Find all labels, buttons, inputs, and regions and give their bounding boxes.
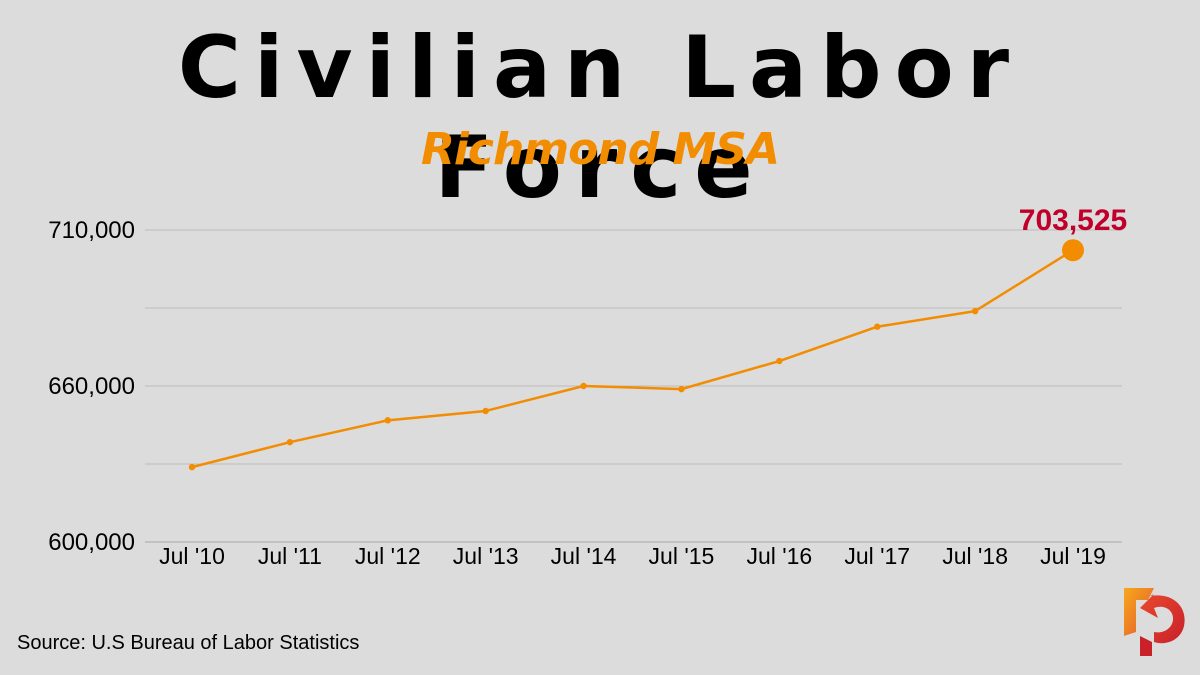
callout-label: 703,525 (1019, 204, 1127, 237)
data-point (384, 417, 391, 424)
chart-title: Civilian Labor Force (177, 18, 1023, 218)
data-point (874, 323, 881, 330)
y-tick-label: 660,000 (48, 373, 135, 400)
data-point (971, 307, 979, 315)
x-tick-label: Jul '17 (844, 543, 910, 569)
x-tick-label: Jul '19 (1040, 543, 1106, 569)
x-tick-label: Jul '15 (649, 543, 715, 569)
series-line (191, 249, 1074, 469)
brand-logo-icon (1124, 588, 1185, 656)
data-point (188, 463, 196, 471)
x-tick-label: Jul '16 (746, 543, 812, 569)
y-tick-label: 710,000 (48, 217, 135, 244)
data-point (580, 382, 587, 390)
x-tick-label: Jul '14 (551, 543, 617, 569)
x-tick-label: Jul '11 (258, 543, 322, 569)
source-note: Source: U.S Bureau of Labor Statistics (17, 632, 360, 654)
chart-subtitle: Richmond MSA (420, 124, 780, 175)
x-tick-label: Jul '18 (942, 543, 1008, 569)
x-tick-label: Jul '13 (453, 543, 519, 569)
highlight-point (1062, 239, 1084, 262)
x-tick-label: Jul '10 (159, 543, 225, 569)
x-tick-label: Jul '12 (355, 543, 421, 569)
data-point (482, 407, 489, 415)
y-tick-label: 600,000 (48, 529, 135, 556)
data-point (286, 438, 294, 446)
data-point (678, 385, 685, 393)
data-point (776, 357, 783, 365)
